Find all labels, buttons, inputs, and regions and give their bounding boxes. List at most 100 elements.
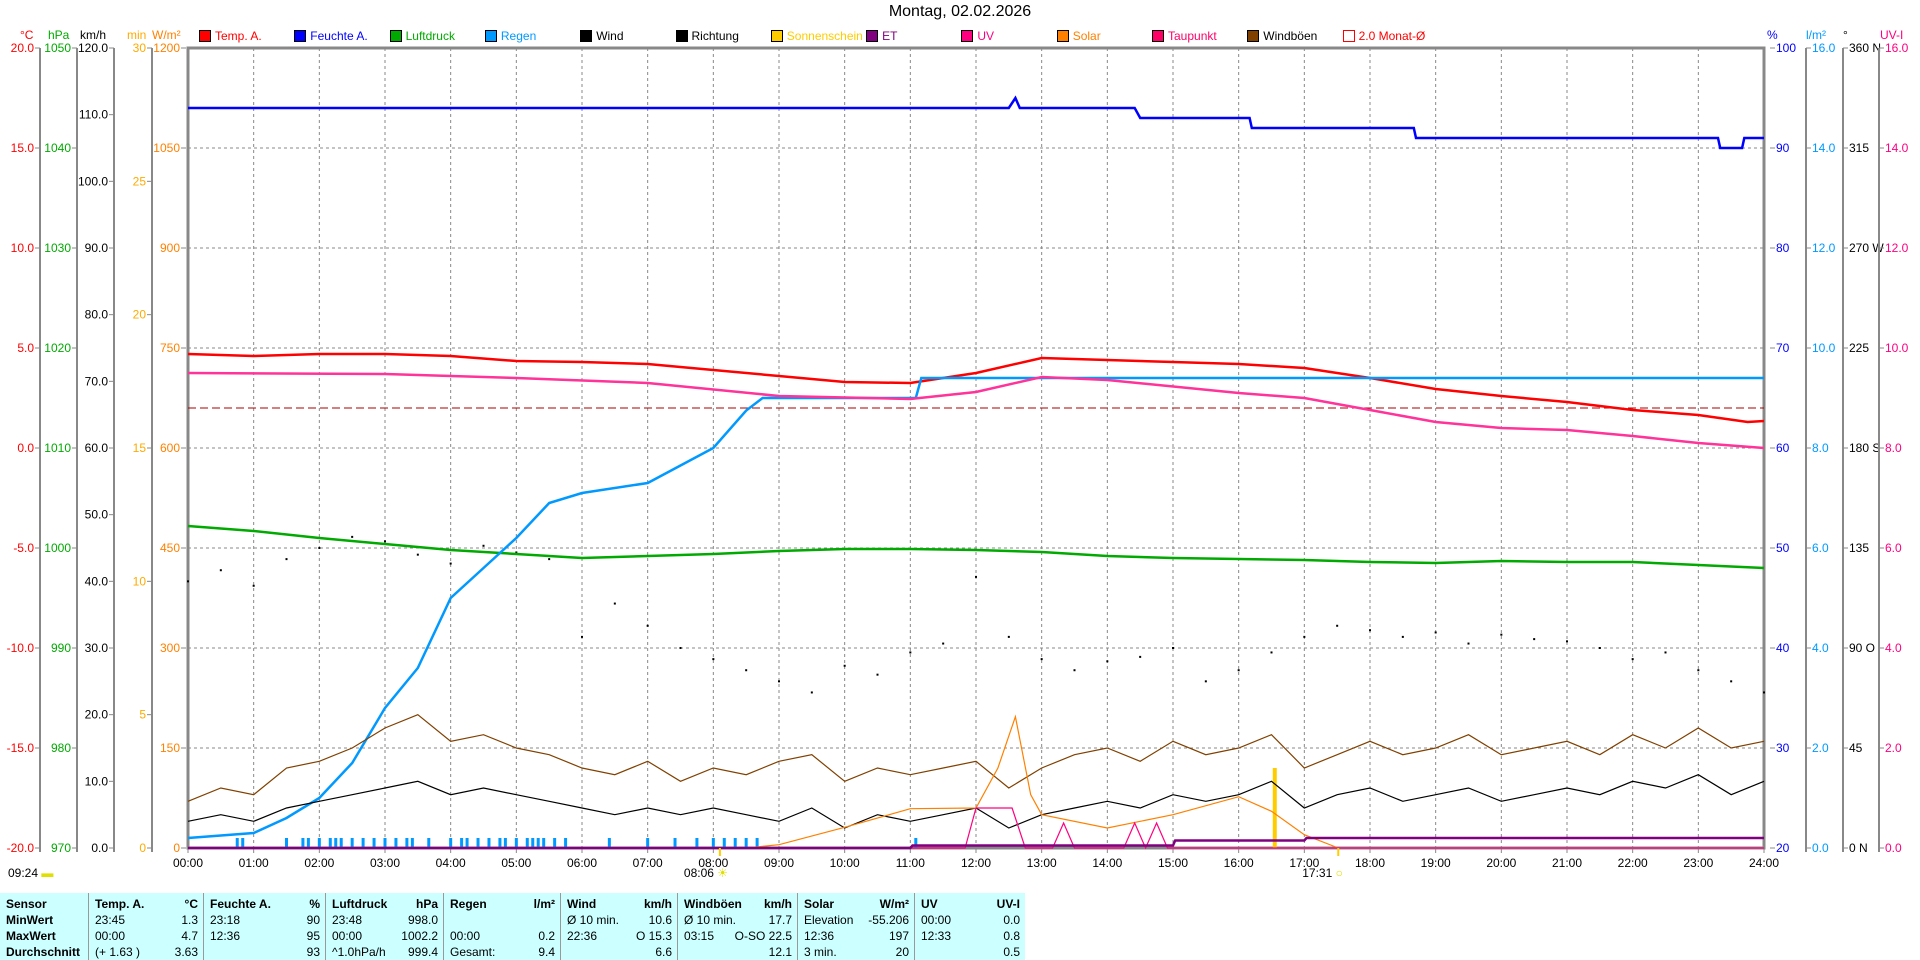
table-cell: 03:15 [684,929,715,943]
table-cell: 00:00 [95,929,126,943]
x-tick-label: 07:00 [633,856,663,870]
axis-tick-label-sun: 0 [139,841,146,855]
axis-tick-label-rain: 16.0 [1812,41,1836,55]
unit-rain: l/m² [1806,28,1826,42]
axis-tick-label-temp: -5.0 [13,541,34,555]
table-cell: °C [184,897,198,911]
legend-label: Temp. A. [215,29,262,43]
x-tick-label: 17:00 [1289,856,1319,870]
direction-point [909,651,912,654]
axis-tick-label-dir: 180 S [1849,441,1880,455]
sun-duration: 09:24 ▬ [8,866,53,880]
axis-tick-label-rain: 0.0 [1812,841,1829,855]
axis-tick-label-pressure: 1040 [44,141,71,155]
direction-point [1172,647,1174,649]
table-column: Temp. A. °C 23:45 1.3 00:00 4.7 (+ 1.63 ) 3.63 [88,893,204,960]
table-cell: (+ 1.63 ) [95,945,141,959]
axis-tick-label-uv: 4.0 [1885,641,1902,655]
x-tick-label: 00:00 [173,856,203,870]
axis-tick-label-uv: 6.0 [1885,541,1902,555]
series-luftdruck [187,524,1765,570]
table-column: Solar W/m² Elevation -55.206 12:36 197 3 min. 2… [797,893,915,960]
direction-point [1369,629,1371,632]
chart-title: Montag, 02.02.2026 [888,3,1032,20]
legend-label: Wind [596,29,624,43]
x-tick-label: 19:00 [1421,856,1451,870]
direction-point [646,624,649,627]
axis-tick-label-wind: 50.0 [85,508,109,522]
axis-tick-label-dir: 45 [1849,741,1863,755]
legend-swatch-icon [580,30,593,42]
table-cell: Feuchte A. [210,897,271,911]
axis-tick-label-uv: 16.0 [1885,41,1909,55]
axis-tick-label-temp: 20.0 [11,41,35,55]
direction-point [1730,680,1733,683]
series-regen [187,376,1764,840]
direction-point [1533,638,1536,641]
table-cell: 93 [306,945,320,959]
axis-tick-label-sun: 30 [133,41,147,55]
table-cell: 23:18 [210,913,241,927]
direction-point [1139,655,1142,658]
series-windb-en [187,714,1765,802]
axis-tick-label-wind: 0.0 [91,841,108,855]
x-tick-label: 10:00 [830,856,860,870]
direction-point [1040,658,1043,661]
direction-point [351,535,354,538]
sunrise-time: 08:06 [683,866,714,880]
direction-point [876,673,879,676]
statistics-table: Sensor MinWert MaxWert Durchschnitt Temp. A.… [0,893,1025,960]
unit-wind: km/h [80,28,107,42]
axis-tick-label-pressure: 970 [51,841,71,855]
x-tick-label: 14:00 [1092,856,1122,870]
sunset-time: 17:31 [1302,866,1333,880]
direction-point [548,558,551,561]
x-tick-label: 16:00 [1224,856,1254,870]
table-cell: 0.5 [1003,945,1020,959]
axis-tick-label-rain: 12.0 [1812,241,1836,255]
direction-point [810,691,813,694]
direction-point [1697,669,1700,672]
table-cell: Luftdruck [332,897,388,911]
axis-tick-label-hum: 100 [1776,41,1796,55]
axis-tick-label-wind: 100.0 [78,174,108,188]
direction-point [318,547,321,549]
x-tick-label: 18:00 [1355,856,1385,870]
series-taupunkt [187,371,1765,450]
axis-tick-label-uv: 14.0 [1885,141,1909,155]
x-tick-label: 13:00 [1027,856,1057,870]
axis-tick-label-hum: 40 [1776,641,1790,655]
legend-swatch-icon [1056,30,1069,42]
direction-point [1434,631,1437,634]
direction-point [843,664,846,667]
table-cell: km/h [643,897,672,911]
axis-tick-label-pressure: 1000 [44,541,71,555]
x-tick-label: 05:00 [501,856,531,870]
unit-temp: °C [20,28,34,42]
table-cell: 00:00 [450,929,481,943]
table-cell: Windböen [684,897,742,911]
legend-swatch-icon [294,30,307,42]
sunrise-icon: ☀ [717,866,729,880]
direction-point [219,569,222,572]
table-cell: km/h [763,897,792,911]
direction-point [252,584,255,587]
direction-point [1237,669,1240,672]
direction-point [1401,635,1404,638]
direction-point [1007,635,1010,638]
legend-swatch-icon [389,30,402,42]
direction-point [1598,647,1601,649]
table-cell: 10.6 [648,913,672,927]
direction-point [416,553,419,556]
legend-swatch-icon [1152,30,1164,42]
axis-tick-label-wind: 20.0 [85,708,109,722]
legend-item: 2.0 Monat-Ø [1342,29,1425,43]
table-cell: 1.3 [181,913,198,927]
table-cell: 23:45 [95,913,126,927]
table-cell: 3.63 [174,945,198,959]
direction-point [613,602,616,605]
table-cell: 6.6 [655,945,672,959]
direction-point [1566,640,1568,643]
axis-tick-label-wind: 40.0 [85,574,109,588]
table-cell: 00:00 [921,913,952,927]
